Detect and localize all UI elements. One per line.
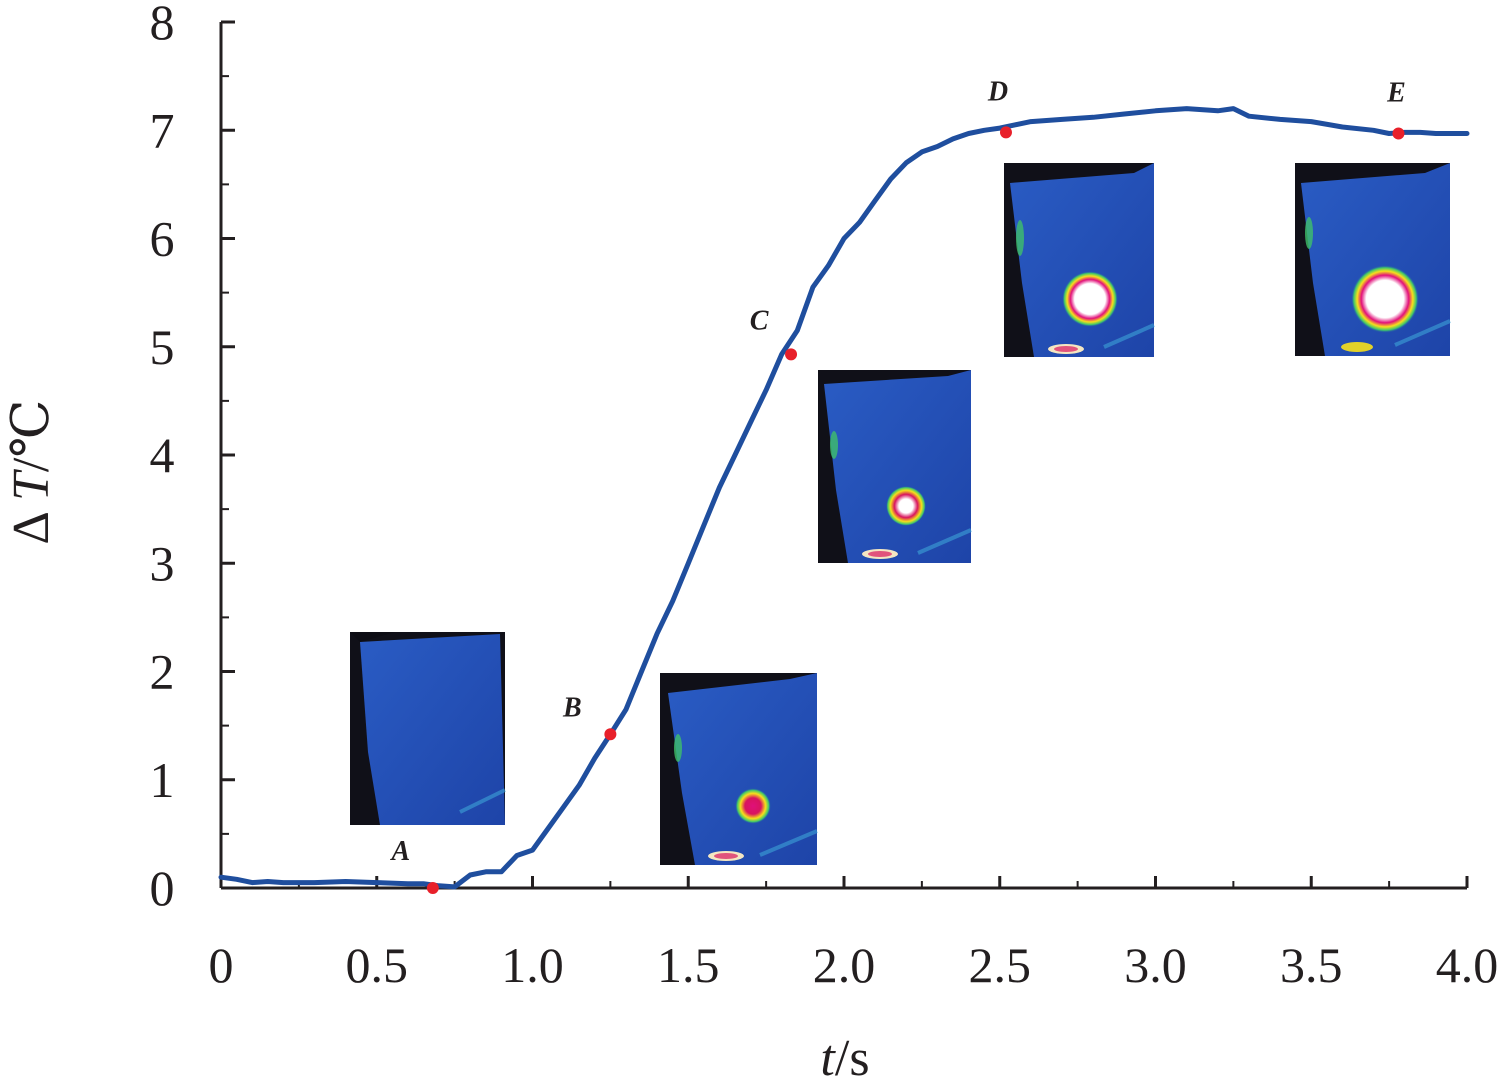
x-tick-label: 1.0 (501, 937, 564, 993)
x-axis-title: t/s (820, 1030, 869, 1081)
point-label-e: E (1386, 77, 1406, 108)
point-marker-a (426, 882, 439, 894)
point-marker-c (785, 348, 798, 361)
x-axis-ticks: 0 0.5 1.0 1.5 2.0 2.5 3.0 3.5 4.0 (209, 876, 1499, 993)
y-tick-label: 2 (150, 644, 175, 700)
y-axis-title: Δ T/℃ (3, 399, 60, 544)
x-tick-label: 0.5 (346, 937, 409, 993)
thermal-image-e (1295, 163, 1451, 356)
x-axis-unit: /s (835, 1030, 870, 1081)
thermal-image-c (818, 370, 972, 563)
point-label-c: C (750, 305, 769, 336)
y-axis-prefix: Δ (3, 501, 60, 545)
x-tick-label: 4.0 (1436, 937, 1499, 993)
point-label-b: B (562, 692, 582, 723)
x-tick-label: 1.5 (657, 937, 720, 993)
y-tick-label: 8 (150, 0, 175, 50)
y-tick-label: 3 (150, 535, 175, 591)
y-tick-label: 6 (150, 211, 175, 267)
y-tick-label: 4 (150, 427, 175, 483)
y-axis-var: T (3, 469, 60, 501)
y-tick-label: 0 (150, 860, 175, 916)
x-axis-var: t (820, 1030, 836, 1081)
thermal-image-d (1004, 163, 1155, 357)
x-tick-label: 3.0 (1124, 937, 1187, 993)
y-axis-unit: /℃ (3, 399, 60, 472)
point-marker-d (999, 126, 1012, 139)
point-markers: A B C D E (389, 76, 1406, 894)
x-tick-label: 0 (209, 937, 234, 993)
point-marker-b (604, 728, 617, 741)
point-label-a: A (389, 836, 410, 867)
thermal-image-a (350, 632, 506, 825)
x-tick-label: 3.5 (1280, 937, 1343, 993)
y-tick-label: 5 (150, 319, 175, 375)
thermal-image-insets (350, 163, 1451, 865)
point-label-d: D (987, 76, 1008, 107)
x-tick-label: 2.5 (969, 937, 1032, 993)
thermal-image-b (660, 673, 818, 865)
x-tick-label: 2.0 (813, 937, 876, 993)
y-tick-label: 1 (150, 752, 175, 808)
y-axis-ticks: 0 1 2 3 4 5 6 7 8 (150, 0, 235, 916)
temperature-series-line (218, 106, 1470, 890)
point-marker-e (1392, 127, 1405, 140)
y-tick-label: 7 (150, 102, 175, 158)
